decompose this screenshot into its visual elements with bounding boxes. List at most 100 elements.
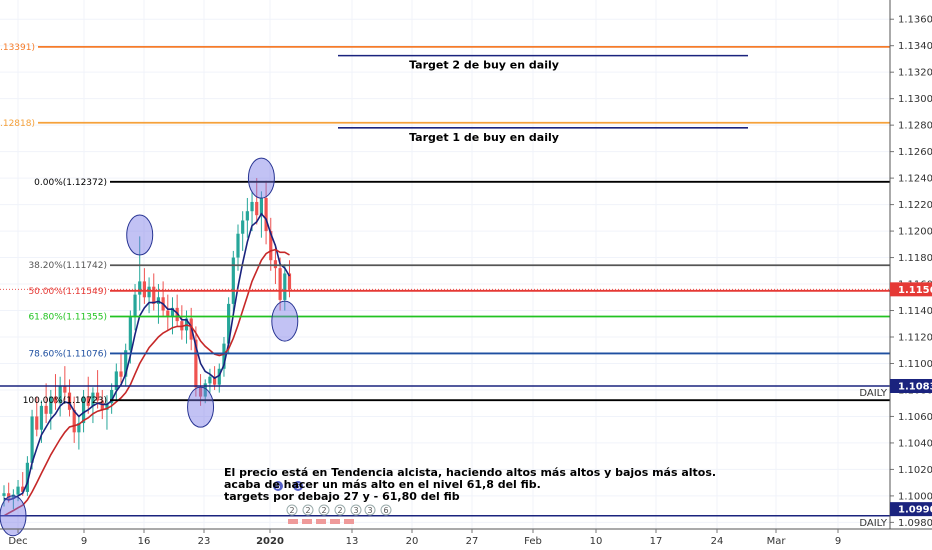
- x-tick-label: 13: [346, 536, 359, 547]
- candle-body: [124, 350, 128, 377]
- x-tick-label: 17: [650, 536, 663, 547]
- candle-body: [105, 403, 109, 410]
- annotation-line: targets por debajo 27 y - 61,80 del fib: [224, 490, 460, 503]
- candle-body: [63, 385, 67, 393]
- candle-body: [273, 260, 278, 269]
- event-icon[interactable]: [334, 504, 346, 516]
- annotation-text: El precio está en Tendencia alcista, hac…: [224, 466, 716, 503]
- candle-body: [152, 286, 156, 304]
- candle-body: [138, 281, 142, 295]
- candle-body: [166, 310, 170, 318]
- y-tick-label: 1.12400: [898, 174, 932, 185]
- x-tick-label: 27: [466, 536, 479, 547]
- event-icon[interactable]: [293, 481, 303, 491]
- daily-level-label: DAILY: [859, 388, 888, 399]
- y-tick-label: 1.13200: [898, 68, 932, 79]
- x-tick-label: 24: [711, 536, 724, 547]
- candle-body: [283, 273, 287, 300]
- candle-body: [2, 493, 6, 496]
- candle-body: [147, 286, 151, 298]
- event-icon[interactable]: [364, 504, 376, 516]
- candle-body: [7, 493, 11, 499]
- swing-circle: [247, 157, 275, 199]
- candle-body: [110, 389, 114, 404]
- candle-body: [30, 416, 34, 463]
- y-tick-label: 1.13400: [898, 41, 932, 52]
- targets: Target 2 de buy en daily Target 1 de buy …: [338, 54, 748, 144]
- candle-body: [194, 339, 198, 388]
- candle-body: [128, 317, 132, 351]
- candle-body: [213, 376, 217, 385]
- fib-levels: -61.80%(1.13391) -27.00%(1.12818) 0.00%(1.…: [0, 43, 890, 406]
- candle-body: [114, 371, 118, 390]
- event-icon[interactable]: [380, 504, 392, 516]
- fib-level-label: 61.80%(1.11355): [28, 312, 107, 322]
- fib-level-label: -27.00%(1.12818): [0, 119, 35, 129]
- candle-body: [39, 405, 44, 430]
- candle-body: [170, 307, 175, 318]
- candle-body: [58, 385, 62, 404]
- candle-body: [11, 494, 15, 499]
- candle-body: [44, 405, 48, 414]
- event-count: 2: [289, 506, 294, 515]
- x-tick-label: Dec: [8, 536, 27, 547]
- daily-level-label: DAILY: [859, 518, 888, 529]
- candle-body: [231, 257, 235, 304]
- annotation-line: acaba de hacer un más alto en el nivel 6…: [224, 478, 541, 491]
- fib-level-label: 78.60%(1.11076): [28, 349, 107, 359]
- y-tick-label: 1.13000: [898, 94, 932, 105]
- x-tick-label: Mar: [767, 536, 787, 547]
- y-axis[interactable]: 1.13600 1.13400 1.13200 1.13000 1.12800 1.126…: [889, 0, 932, 529]
- event-flag-icon: [344, 519, 354, 524]
- event-count: 3: [367, 506, 372, 515]
- candle-body: [241, 220, 245, 234]
- event-icon[interactable]: [318, 504, 330, 516]
- y-tick-label: 1.12600: [898, 147, 932, 158]
- event-count: 2: [305, 506, 310, 515]
- candle-body: [208, 376, 212, 384]
- candle-body: [35, 416, 39, 430]
- event-count: 5: [275, 482, 280, 491]
- event-icon[interactable]: [286, 504, 298, 516]
- x-tick-label: 20: [406, 536, 419, 547]
- target-label: Target 1 de buy en daily: [409, 131, 559, 144]
- y-tick-label: 1.10400: [898, 438, 932, 449]
- event-icon[interactable]: [350, 504, 362, 516]
- grid: [0, 0, 890, 529]
- event-flag-icon: [330, 519, 340, 524]
- moving-average-line: [3, 248, 290, 517]
- x-axis[interactable]: Dec 9 16 23 2020 13 20 27 Feb 10 17 24 Mar 9: [0, 528, 932, 547]
- price-tag-label: 1.10830: [898, 381, 932, 392]
- y-tick-label: 1.13600: [898, 15, 932, 26]
- x-tick-label: 9: [81, 536, 87, 547]
- event-row: 2 2 2 2 3 3 6 5 6: [273, 481, 392, 524]
- swing-circles: [0, 157, 299, 537]
- event-flag-icon: [288, 519, 298, 524]
- price-tag: [890, 378, 932, 393]
- horizontal-lines: DAILY DAILY: [0, 385, 890, 529]
- candle-body: [77, 423, 81, 433]
- x-tick-label: 9: [835, 536, 841, 547]
- candle-body: [16, 486, 20, 495]
- event-icon[interactable]: [302, 504, 314, 516]
- event-icon[interactable]: [273, 481, 283, 491]
- y-tick-label: 1.12000: [898, 227, 932, 238]
- fib-level-label: 50.00%(1.11549): [28, 287, 107, 297]
- candle-body: [96, 392, 100, 401]
- candle-body: [119, 371, 123, 377]
- event-flag-icon: [316, 519, 326, 524]
- event-count: 3: [353, 506, 358, 515]
- candle-body: [67, 392, 72, 410]
- moving-average-line: [3, 212, 291, 501]
- candle-body: [86, 396, 90, 406]
- y-tick-label: 1.10000: [898, 491, 932, 502]
- candle-body: [236, 233, 240, 258]
- candle-body: [53, 396, 58, 404]
- swing-circle: [126, 214, 154, 256]
- candle-body: [269, 231, 273, 261]
- price-tag: [890, 502, 932, 517]
- candle-body: [21, 486, 25, 492]
- event-count: 6: [383, 506, 388, 515]
